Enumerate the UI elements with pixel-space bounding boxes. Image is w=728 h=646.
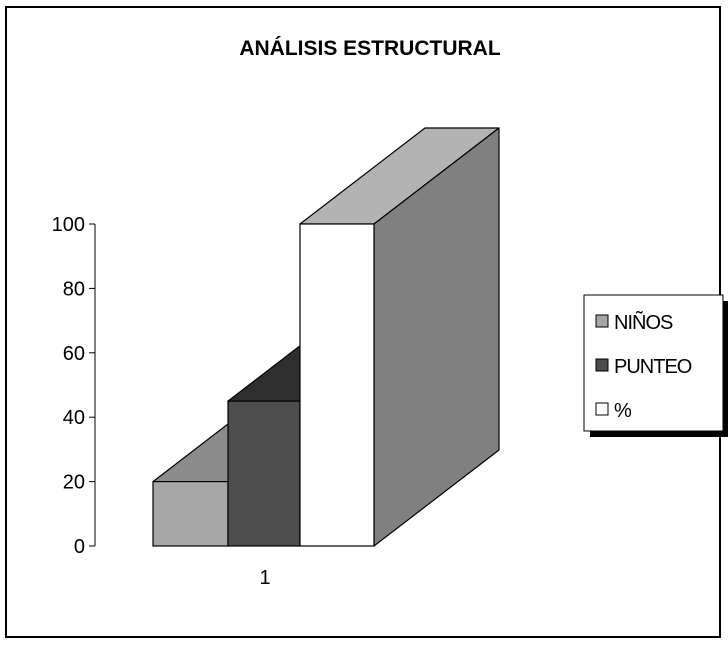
- legend-swatch: [595, 314, 609, 328]
- y-tick-label: 100: [52, 214, 85, 236]
- legend-label: %: [614, 400, 632, 422]
- chart-title: ANÁLISIS ESTRUCTURAL: [239, 37, 501, 60]
- y-tick-label: 20: [63, 472, 85, 494]
- y-tick-label: 40: [63, 407, 85, 429]
- bar-front-face: [299, 223, 375, 547]
- y-tick-label: 0: [74, 536, 85, 558]
- y-tick-label: 80: [63, 278, 85, 300]
- bar-3: [299, 127, 500, 547]
- bars-group: [152, 127, 500, 547]
- y-tick-label: 60: [63, 343, 85, 365]
- legend-label: NIÑOS: [614, 310, 673, 334]
- legend-swatch: [595, 402, 609, 416]
- legend-swatch: [595, 358, 609, 372]
- y-axis-ticks: 0 20 40 60 80 100: [52, 214, 95, 558]
- x-tick-label: 1: [259, 567, 270, 589]
- bar-front-face: [152, 481, 229, 547]
- bar-front-face: [227, 400, 301, 547]
- legend: NIÑOS PUNTEO%: [583, 294, 728, 437]
- legend-label: PUNTEO: [614, 356, 692, 378]
